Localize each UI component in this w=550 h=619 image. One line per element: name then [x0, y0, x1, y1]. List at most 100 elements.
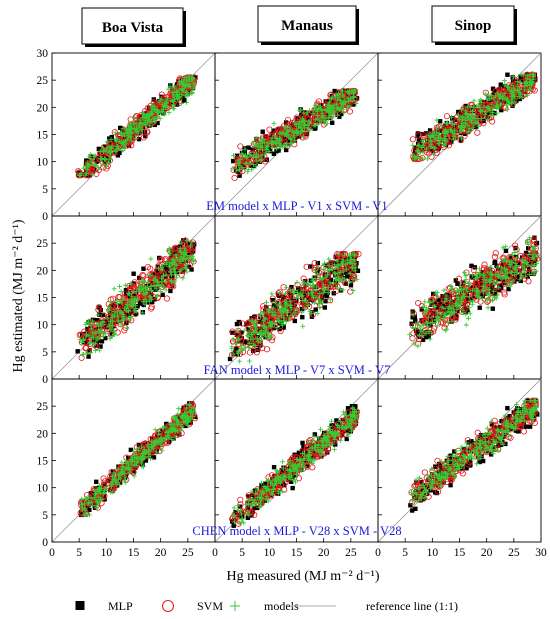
model-point [98, 156, 103, 161]
model-point [500, 96, 506, 102]
model-point [263, 150, 269, 156]
model-point [298, 129, 304, 134]
mlp-point [477, 305, 482, 310]
mlp-point [480, 101, 485, 106]
mlp-point [427, 128, 433, 133]
model-point [180, 88, 186, 94]
model-point [307, 127, 313, 133]
model-point [160, 101, 166, 107]
model-point [510, 74, 516, 80]
model-point [320, 113, 326, 118]
model-point [112, 130, 118, 136]
model-point [231, 153, 236, 158]
svm-point [254, 136, 261, 143]
model-point [112, 137, 118, 143]
model-point [436, 131, 442, 137]
mlp-point [276, 148, 281, 153]
model-point [305, 125, 311, 131]
mlp-point [308, 111, 313, 116]
mlp-point [431, 142, 437, 147]
svm-point [461, 133, 468, 140]
model-point [133, 135, 138, 141]
model-point [176, 94, 182, 99]
svm-point [160, 94, 167, 102]
model-point [136, 130, 141, 136]
model-point [288, 137, 294, 142]
model-point [441, 142, 447, 148]
mlp-point [83, 161, 89, 166]
model-point [287, 127, 293, 133]
model-point [517, 87, 522, 92]
model-point [518, 90, 524, 96]
model-point [122, 145, 128, 151]
mlp-point [102, 144, 108, 150]
model-point [118, 131, 124, 137]
model-point [292, 138, 298, 144]
model-point [178, 100, 184, 106]
model-point [156, 110, 161, 116]
model-point [186, 83, 191, 89]
model-point [508, 88, 514, 94]
model-point [131, 115, 137, 121]
model-point [502, 78, 508, 84]
column-title-box [431, 5, 515, 43]
svm-point [409, 335, 416, 342]
model-point [505, 98, 510, 104]
model-point [515, 83, 521, 89]
model-point [146, 118, 152, 124]
model-point [487, 107, 492, 113]
mlp-point [286, 138, 292, 144]
model-point [345, 96, 351, 102]
model-point [230, 165, 236, 171]
model-point [119, 130, 124, 136]
model-point [235, 158, 241, 164]
model-point [170, 98, 175, 104]
model-point [509, 96, 515, 102]
svm-point [531, 87, 538, 94]
svm-point [492, 250, 499, 257]
model-point [516, 89, 521, 95]
model-point [141, 121, 147, 126]
mlp-point [261, 139, 266, 144]
model-point [251, 153, 256, 159]
mlp-point [322, 305, 328, 310]
model-point [331, 109, 337, 115]
model-point [467, 126, 473, 132]
mlp-point [517, 96, 522, 102]
model-point [459, 136, 465, 142]
mlp-point [168, 288, 173, 294]
mlp-point [101, 153, 107, 158]
model-point [189, 91, 195, 96]
model-point [137, 117, 143, 123]
panel-points [227, 250, 362, 364]
mlp-point [253, 161, 258, 166]
mlp-point [338, 111, 344, 117]
mlp-point [243, 158, 248, 163]
model-point [176, 79, 182, 85]
model-point [473, 119, 479, 125]
model-point [524, 75, 530, 81]
model-point [330, 115, 335, 121]
mlp-point [518, 76, 524, 81]
mlp-point [96, 146, 102, 152]
model-point [341, 94, 347, 100]
svm-point [457, 137, 464, 144]
model-point [339, 101, 345, 106]
panel-points [230, 87, 360, 182]
model-point [260, 137, 266, 142]
mlp-point [235, 169, 240, 174]
model-point [269, 145, 275, 151]
model-point [342, 99, 347, 105]
mlp-point [131, 271, 136, 276]
svm-point [163, 94, 170, 101]
model-point [124, 128, 130, 133]
model-point [315, 116, 321, 122]
model-point [341, 110, 347, 116]
model-point [185, 92, 191, 97]
svm-point [415, 132, 422, 139]
model-point [148, 119, 154, 125]
model-point [503, 244, 509, 250]
model-point [244, 155, 250, 161]
mlp-point [312, 126, 317, 131]
model-point [326, 115, 332, 121]
